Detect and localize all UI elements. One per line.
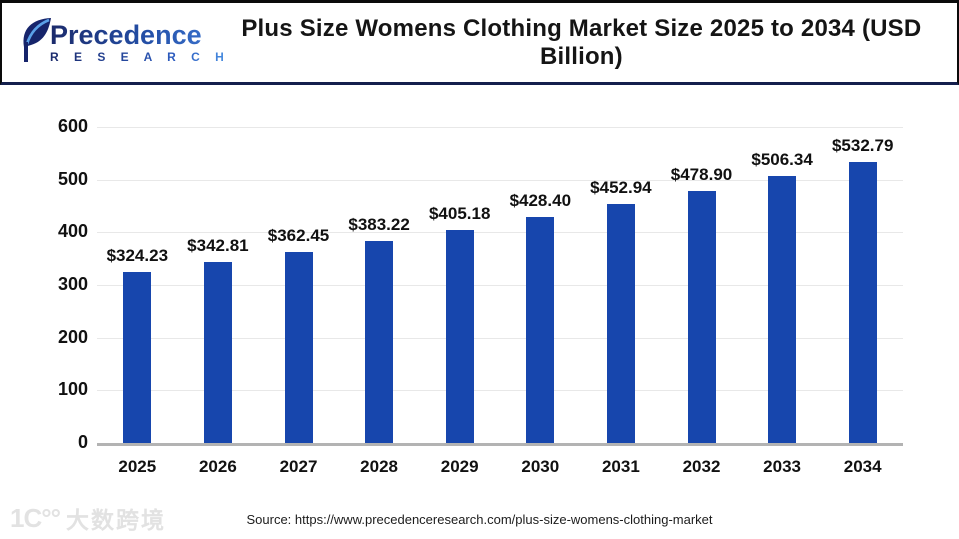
y-tick-label-400: 400 xyxy=(57,221,88,242)
x-tick-label-2033: 2033 xyxy=(763,457,801,476)
x-tick-label-2026: 2026 xyxy=(198,457,237,476)
logo-brand-text: Precedence xyxy=(50,21,230,48)
bar-value-label-2030: $428.40 xyxy=(509,191,572,211)
bar-2030 xyxy=(526,217,555,443)
y-tick-label-300: 300 xyxy=(57,274,88,294)
source-link-text: Source: https://www.precedenceresearch.c… xyxy=(246,512,713,527)
bar-2033 xyxy=(768,176,797,443)
gridline-400 xyxy=(97,232,903,234)
gridline-200 xyxy=(97,337,903,339)
bar-value-label-2028: $383.22 xyxy=(348,215,410,235)
bar-value-label-2031: $452.94 xyxy=(590,178,652,198)
bar-chart: $324.23 $342.81 $362.45 $383.22 $405.18 $428.… xyxy=(0,85,959,485)
y-tick-label-200: 200 xyxy=(57,326,88,347)
chart-header: Precedence R E S E A R C H Plus Size Wom… xyxy=(0,0,959,85)
y-tick-label-500: 500 xyxy=(57,168,88,189)
bar-2032 xyxy=(687,190,716,443)
gridline-300 xyxy=(97,285,903,286)
x-axis-line xyxy=(97,443,903,446)
x-tick-label-2031: 2031 xyxy=(601,457,640,476)
chart-title: Plus Size Womens Clothing Market Size 20… xyxy=(241,14,922,70)
leaf-logo-icon xyxy=(18,16,54,69)
x-tick-label-2032: 2032 xyxy=(682,457,721,476)
bar-2029 xyxy=(445,229,474,443)
y-tick-label-100: 100 xyxy=(57,379,88,400)
gridline-100 xyxy=(97,390,903,392)
x-tick-label-2030: 2030 xyxy=(521,457,560,476)
bar-2028 xyxy=(365,241,394,443)
x-tick-label-2027: 2027 xyxy=(279,457,318,476)
bar-2026 xyxy=(203,262,232,443)
watermark-logo-icon: 1C°° xyxy=(10,502,61,533)
y-tick-label-600: 600 xyxy=(57,116,88,136)
x-tick-label-2029: 2029 xyxy=(440,457,479,476)
watermark: 1C°° 大数跨境 xyxy=(10,501,166,535)
gridline-600 xyxy=(97,127,903,128)
watermark-text: 大数跨境 xyxy=(66,507,167,533)
plot-area: $324.23 $342.81 $362.45 $383.22 $405.18 $428.… xyxy=(97,127,903,443)
bar-value-label-2034: $532.79 xyxy=(831,136,894,156)
gridline-500 xyxy=(97,179,903,181)
bar-2031 xyxy=(606,204,635,443)
logo-subtitle-text: R E S E A R C H xyxy=(50,49,230,64)
y-tick-label-0: 0 xyxy=(77,432,88,452)
x-tick-label-2034: 2034 xyxy=(843,457,882,476)
bar-value-label-2027: $362.45 xyxy=(267,226,330,246)
bar-value-label-2029: $405.18 xyxy=(428,203,491,223)
bar-2034 xyxy=(848,162,877,443)
precedence-research-logo: Precedence R E S E A R C H xyxy=(18,16,230,69)
bar-value-label-2033: $506.34 xyxy=(751,150,813,170)
bar-2025 xyxy=(123,272,152,443)
bar-value-label-2032: $478.90 xyxy=(670,164,733,184)
x-tick-label-2025: 2025 xyxy=(118,457,157,476)
bar-value-label-2026: $342.81 xyxy=(187,236,249,256)
bar-value-label-2025: $324.23 xyxy=(106,246,169,266)
x-tick-label-2028: 2028 xyxy=(360,457,398,476)
logo-text: Precedence R E S E A R C H xyxy=(50,21,230,64)
bar-2027 xyxy=(284,252,313,443)
